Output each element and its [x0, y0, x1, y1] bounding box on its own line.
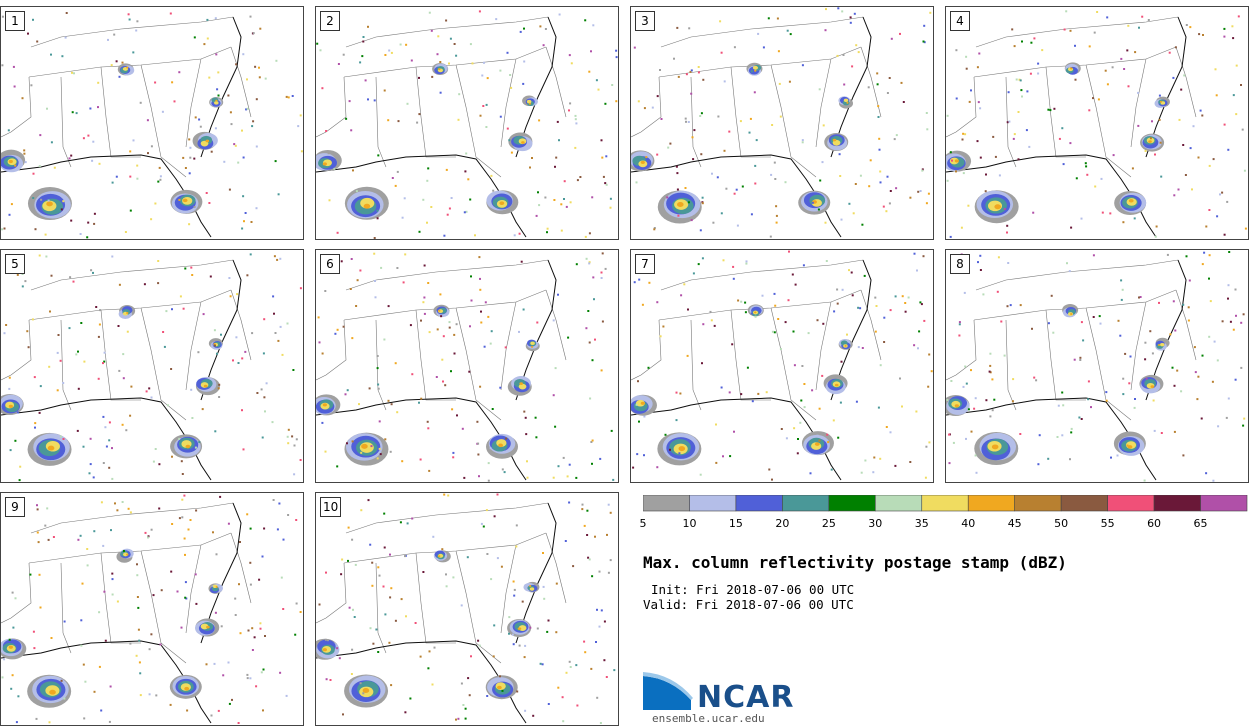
ensemble-member-panel: 6: [315, 249, 619, 483]
colorbar-segment: [967, 495, 1015, 512]
colorbar-segment: [1060, 495, 1108, 512]
logo-name: NCAR: [697, 680, 795, 715]
colorbar-segment: [1153, 495, 1201, 512]
ncar-logo-icon: [643, 672, 693, 710]
ensemble-member-panel: 7: [630, 249, 934, 483]
colorbar-tick-label: 20: [775, 517, 790, 530]
colorbar-tick-label: 40: [961, 517, 976, 530]
member-number: 10: [320, 497, 342, 517]
colorbar-tick-label: 5: [639, 517, 647, 530]
member-number: 9: [5, 497, 25, 517]
member-number: 1: [5, 11, 25, 31]
ensemble-member-panel: 5: [0, 249, 304, 483]
ensemble-member-panel: 3: [630, 6, 934, 240]
colorbar-tick-label: 65: [1193, 517, 1208, 530]
ensemble-member-panel: 2: [315, 6, 619, 240]
ensemble-member-panel: 4: [945, 6, 1249, 240]
colorbar-segment: [1200, 495, 1248, 512]
init-time: Init: Fri 2018-07-06 00 UTC: [651, 582, 855, 597]
colorbar-tick-label: 45: [1007, 517, 1022, 530]
member-number: 5: [5, 254, 25, 274]
colorbar-tick-label: 60: [1147, 517, 1162, 530]
ensemble-member-panel: 1: [0, 6, 304, 240]
colorbar-segment: [735, 495, 783, 512]
member-number: 4: [950, 11, 970, 31]
colorbar-segment: [921, 495, 969, 512]
colorbar-tick-label: 10: [682, 517, 697, 530]
reflectivity-map: [316, 493, 616, 724]
member-number: 2: [320, 11, 340, 31]
ensemble-member-panel: 9: [0, 492, 304, 726]
reflectivity-map: [1, 494, 302, 724]
colorbar-segment: [689, 495, 737, 512]
colorbar-segment: [1107, 495, 1155, 512]
colorbar-tick-label: 25: [821, 517, 836, 530]
colorbar-segment: [643, 495, 690, 512]
colorbar-segment: [875, 495, 923, 512]
reflectivity-map: [631, 250, 933, 481]
reflectivity-map: [631, 7, 932, 238]
reflectivity-map: [1, 253, 302, 482]
colorbar-tick-label: 15: [728, 517, 743, 530]
member-number: 3: [635, 11, 655, 31]
colorbar-segment: [782, 495, 830, 512]
colorbar-segment: [1014, 495, 1062, 512]
reflectivity-map: [1, 12, 303, 239]
colorbar-segment: [828, 495, 876, 512]
member-number: 8: [950, 254, 970, 274]
member-number: 6: [320, 254, 340, 274]
colorbar-tick-label: 30: [868, 517, 883, 530]
member-number: 7: [635, 254, 655, 274]
reflectivity-map: [316, 252, 615, 482]
reflectivity-map: [316, 10, 618, 239]
reflectivity-colorbar: [643, 495, 1248, 512]
colorbar-tick-label: 55: [1100, 517, 1115, 530]
valid-time: Valid: Fri 2018-07-06 00 UTC: [643, 597, 854, 612]
colorbar-tick-label: 35: [914, 517, 929, 530]
ensemble-member-panel: 10: [315, 492, 619, 726]
plot-title: Max. column reflectivity postage stamp (…: [643, 553, 1067, 572]
colorbar-tick-label: 50: [1054, 517, 1069, 530]
ensemble-member-panel: 8: [945, 249, 1249, 483]
reflectivity-map: [946, 10, 1247, 238]
logo-url: ensemble.ucar.edu: [652, 712, 765, 725]
reflectivity-map: [946, 251, 1246, 482]
